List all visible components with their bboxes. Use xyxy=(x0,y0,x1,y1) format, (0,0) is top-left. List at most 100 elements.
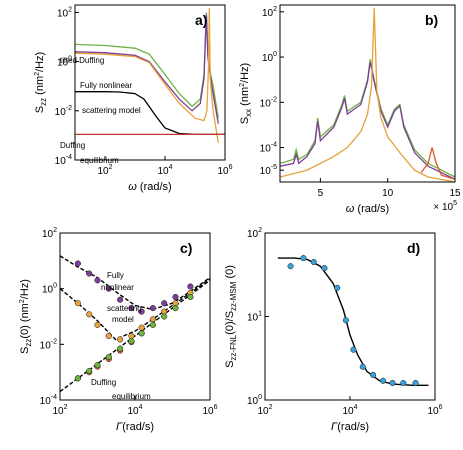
annotation: model xyxy=(112,315,134,324)
data-point xyxy=(105,332,112,340)
y-axis-label: Szz(0) (nm2/Hz) xyxy=(19,279,33,354)
x-multiplier: × 105 xyxy=(433,200,457,213)
data-point xyxy=(86,270,93,277)
data-point xyxy=(117,296,124,303)
y-tick-label: 100 xyxy=(247,394,262,407)
data-point xyxy=(321,265,328,272)
y-tick-label: 101 xyxy=(247,311,262,324)
annotation: Fully nonlinear xyxy=(80,81,132,90)
annotation: scattering xyxy=(107,304,142,313)
x-tick-label: 5 xyxy=(318,188,324,199)
annotation: equilibrium xyxy=(112,392,151,401)
x-axis-label: ω (rad/s) xyxy=(128,181,171,193)
data-point xyxy=(105,353,112,361)
data-point xyxy=(359,363,366,370)
data-point xyxy=(161,300,168,307)
x-tick-label: 106 xyxy=(427,404,442,417)
panel-b: 5 10 15 10-5 10-4 10-2 100 102 ω (rad/s) × 105 Sxx… xyxy=(239,4,461,215)
annotation: Fully xyxy=(107,271,124,280)
panel-label: b) xyxy=(425,12,438,28)
data-point xyxy=(350,346,357,353)
y-tick-label: 102 xyxy=(247,227,262,240)
x-tick-label: 104 xyxy=(127,404,142,417)
y-tick-label: 100 xyxy=(57,56,72,69)
data-point xyxy=(128,338,135,345)
data-point xyxy=(310,258,317,266)
plot-area xyxy=(280,7,455,182)
annotation: nonlinear xyxy=(101,283,134,292)
fit-line xyxy=(60,255,210,311)
x-tick-label: 104 xyxy=(342,404,357,417)
series-line xyxy=(420,147,455,180)
fit-line xyxy=(277,257,429,386)
data-point xyxy=(334,284,341,291)
data-point xyxy=(287,263,294,270)
data-point xyxy=(400,379,407,387)
data-point xyxy=(105,285,112,292)
x-tick-label: 104 xyxy=(157,164,172,177)
data-point xyxy=(74,375,81,382)
data-point xyxy=(161,313,168,320)
plot-area xyxy=(277,255,429,387)
x-tick-label: 102 xyxy=(97,164,112,177)
data-point xyxy=(74,260,81,267)
x-tick-label: 106 xyxy=(217,164,232,177)
x-tick-label: 15 xyxy=(449,188,461,199)
y-axis-label: Szz (nm2/Hz) xyxy=(34,52,48,113)
panel-a: 102 104 106 10-4 10-2 100 102 ω (rad/s) Szz (nm2… xyxy=(34,4,233,193)
data-point xyxy=(138,330,145,337)
data-point xyxy=(94,362,101,369)
data-point xyxy=(138,308,145,315)
y-axis-label: Szz-FNL(0)/Szz-MSM (0) xyxy=(224,265,238,368)
annotation: Duffing xyxy=(91,378,116,387)
x-axis-label: Γ(rad/s) xyxy=(116,421,154,433)
data-point xyxy=(117,345,124,352)
data-point xyxy=(412,379,419,387)
fit-line xyxy=(60,279,210,393)
y-tick-label: 10-5 xyxy=(260,164,277,177)
data-point xyxy=(74,300,81,307)
series-line xyxy=(75,8,219,143)
data-point xyxy=(149,316,156,323)
data-point xyxy=(128,332,135,340)
fit-line xyxy=(60,278,210,341)
data-point xyxy=(187,283,194,290)
x-tick-label: 102 xyxy=(257,404,272,417)
data-point xyxy=(172,305,179,312)
data-point xyxy=(389,379,396,387)
axes-frame xyxy=(279,4,456,183)
data-point xyxy=(138,324,145,331)
y-tick-label: 10-2 xyxy=(40,338,57,351)
data-point xyxy=(94,277,101,284)
y-tick-label: 102 xyxy=(42,227,57,240)
data-point xyxy=(342,317,349,324)
data-point xyxy=(380,377,387,384)
y-tick-label: 100 xyxy=(42,283,57,296)
y-tick-label: 100 xyxy=(262,51,277,64)
data-point xyxy=(300,255,307,262)
axes-frame xyxy=(74,4,226,161)
x-axis-label: ω (rad/s) xyxy=(346,203,389,215)
y-tick-label: 10-4 xyxy=(55,154,72,167)
panel-label: c) xyxy=(180,240,192,256)
x-tick-label: 102 xyxy=(52,404,67,417)
x-tick-label: 106 xyxy=(202,404,217,417)
series-line xyxy=(280,61,455,180)
y-tick-label: 102 xyxy=(57,6,72,19)
annotation: Duffing xyxy=(60,141,85,150)
y-tick-label: 102 xyxy=(262,6,277,19)
series-line xyxy=(280,7,455,182)
panel-label: d) xyxy=(407,240,420,256)
x-tick-label: 10 xyxy=(382,188,394,199)
data-point xyxy=(128,305,135,312)
data-point xyxy=(149,321,156,328)
data-point xyxy=(94,321,101,328)
data-point xyxy=(117,336,124,343)
y-axis-label: Sxx (nm2/Hz) xyxy=(239,63,253,124)
panel-d: 102 104 106 100 101 102 Γ(rad/s) Szz-FNL(0)/Szz… xyxy=(224,227,443,433)
y-tick-label: 10-4 xyxy=(260,142,277,155)
y-tick-label: 10-2 xyxy=(55,105,72,118)
annotation: scattering model xyxy=(82,106,141,115)
annotation: equilibrium xyxy=(80,156,119,165)
